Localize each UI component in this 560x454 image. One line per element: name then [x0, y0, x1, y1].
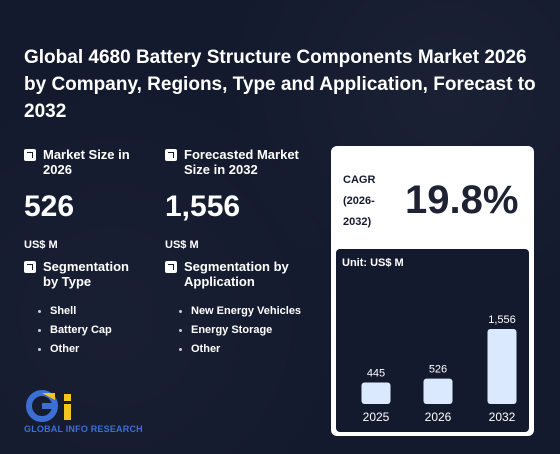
arrow-up-right-icon: [165, 261, 177, 273]
bullet-icon: [179, 310, 182, 313]
chart-unit-label: Unit: US$ M: [342, 257, 404, 269]
forecast-label: Forecasted Market Size in 2032: [184, 147, 299, 177]
list-item: Other: [38, 340, 154, 359]
segmentation-type-label: Segmentation by Type: [43, 259, 129, 289]
page-title: Global 4680 Battery Structure Components…: [24, 47, 536, 122]
bar-chart: 445 2025 526 2026 1,556 2032: [361, 314, 517, 424]
bullet-icon: [38, 348, 41, 351]
list-item: Energy Storage: [179, 321, 325, 340]
segmentation-type-block: Segmentation by Type Shell Battery Cap O…: [24, 259, 154, 359]
bullet-icon: [38, 329, 41, 332]
category-label-2032: 2032: [489, 410, 516, 424]
arrow-up-right-icon: [165, 149, 177, 161]
cagr-card: CAGR (2026- 2032) 19.8% Unit: US$ M 445 2…: [331, 146, 534, 436]
global-info-research-logo: GLOBAL INFO RESEARCH: [24, 388, 144, 438]
list-item: Shell: [38, 302, 154, 321]
value-label-2032: 1,556: [488, 314, 516, 326]
bullet-icon: [179, 329, 182, 332]
forecast-block: Forecasted Market Size in 2032 1,556 US$…: [165, 147, 315, 251]
list-item: Other: [179, 340, 325, 359]
value-label-2026: 526: [429, 364, 447, 376]
forecast-value: 1,556: [165, 190, 241, 223]
category-label-2026: 2026: [425, 410, 452, 424]
arrow-up-right-icon: [24, 261, 36, 273]
cagr-label: CAGR (2026- 2032): [343, 174, 376, 228]
segmentation-application-block: Segmentation by Application New Energy V…: [165, 259, 325, 359]
bullet-icon: [179, 348, 182, 351]
bar-2032: [487, 329, 517, 404]
bullet-icon: [38, 310, 41, 313]
market-size-label: Market Size in 2026: [43, 147, 130, 177]
list-item: New Energy Vehicles: [179, 302, 325, 321]
market-size-block: Market Size in 2026 526 US$ M: [24, 147, 154, 251]
segmentation-application-list: New Energy Vehicles Energy Storage Other: [179, 302, 325, 359]
bar-2025: [361, 382, 391, 404]
bar-2026: [423, 378, 453, 404]
logo-icon: [26, 390, 71, 422]
market-size-chart: Unit: US$ M 445 2025 526 2026 1,556 2032: [336, 249, 529, 432]
cagr-value: 19.8%: [405, 178, 519, 222]
segmentation-application-label: Segmentation by Application: [184, 259, 289, 289]
category-label-2025: 2025: [363, 410, 390, 424]
logo-text: GLOBAL INFO RESEARCH: [24, 424, 143, 434]
segmentation-type-list: Shell Battery Cap Other: [38, 302, 154, 359]
list-item: Battery Cap: [38, 321, 154, 340]
market-size-value: 526: [24, 190, 75, 223]
forecast-unit: US$ M: [165, 239, 199, 251]
arrow-up-right-icon: [24, 149, 36, 161]
market-size-unit: US$ M: [24, 239, 58, 251]
value-label-2025: 445: [367, 368, 385, 380]
